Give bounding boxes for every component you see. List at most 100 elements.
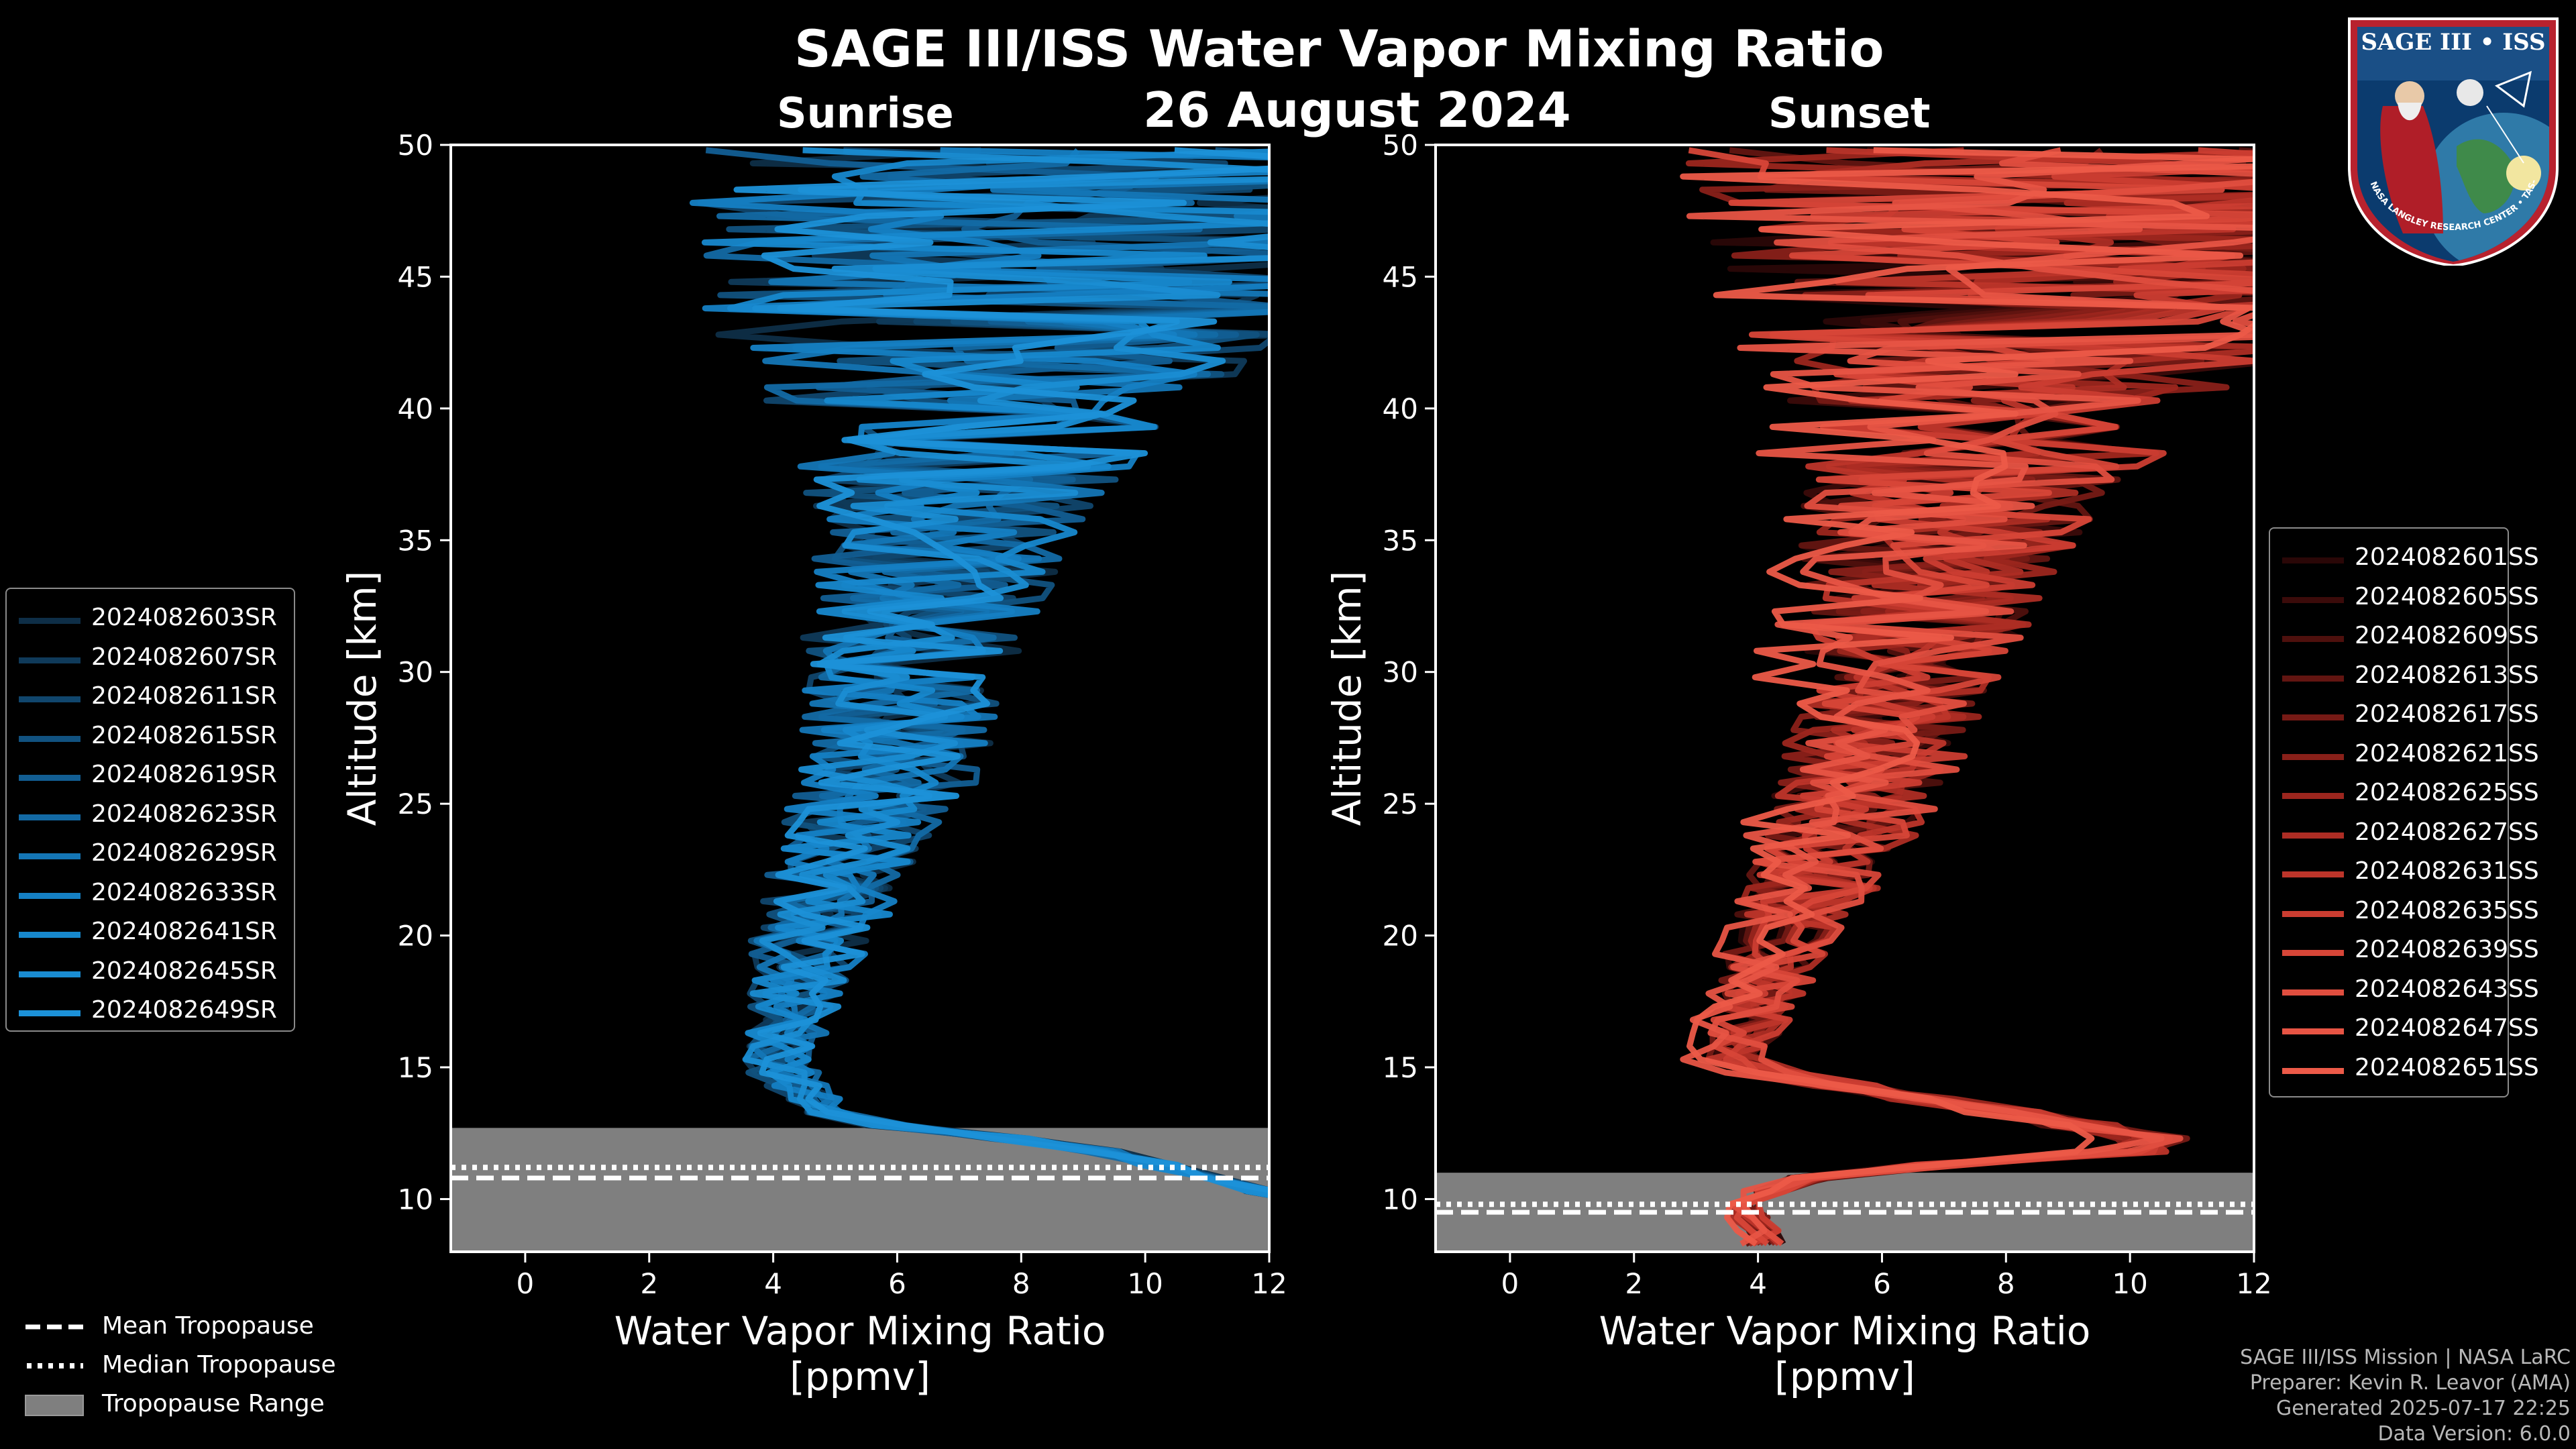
legend-swatch [19,696,80,702]
legend-label: 2024082631SS [2355,857,2539,885]
legend-swatch [19,932,80,938]
legend-entry-2024082639SS: 2024082639SS [2270,932,2539,971]
legend-entry-2024082621SS: 2024082621SS [2270,736,2539,775]
legend-swatch [19,775,80,781]
profile-line-2024082651SS [1680,147,2254,1246]
legend-label: 2024082613SS [2355,661,2539,689]
legend-label: 2024082605SS [2355,582,2539,610]
legend-swatch [19,735,80,742]
legend-entry-2024082623SR: 2024082623SR [7,796,294,835]
profile-line-2024082647SS [1680,156,2254,1247]
x-tick-label: 10 [2112,1267,2147,1300]
x-tick-label: 2 [640,1267,658,1300]
legend-swatch [2282,1028,2344,1034]
y-tick-label: 50 [398,129,433,162]
y-tick-label: 30 [1383,656,1418,689]
gray-patch-icon [25,1395,84,1416]
legend-entry-2024082647SS: 2024082647SS [2270,1010,2539,1049]
x-axis-label: Water Vapor Mixing Ratio [1599,1308,2091,1354]
legend-swatch [2282,557,2344,564]
plot-frame [449,144,1271,1253]
tropopause-legend: Mean Tropopause Median Tropopause Tropop… [16,1308,392,1429]
y-tick-label: 25 [1383,788,1418,820]
legend-swatch [2282,1067,2344,1074]
y-tick-label: 45 [398,260,433,293]
y-tick-label: 40 [1383,392,1418,425]
legend-entry-2024082645SR: 2024082645SR [7,953,294,992]
footer-preparer: Preparer: Kevin R. Leavor (AMA) [2249,1371,2571,1395]
x-tick-label: 0 [517,1267,535,1300]
legend-label: 2024082627SS [2355,818,2539,846]
x-axis-unit: [ppmv] [790,1354,930,1399]
legend-label: 2024082609SS [2355,622,2539,649]
legend-swatch [2282,636,2344,642]
legend-entry-2024082641SR: 2024082641SR [7,914,294,953]
legend-swatch [2282,714,2344,720]
y-tick-label: 35 [1383,524,1418,557]
legend-swatch [2282,793,2344,799]
legend-entry-2024082651SS: 2024082651SS [2270,1050,2539,1089]
figure-title: SAGE III/ISS Water Vapor Mixing Ratio [794,19,1884,78]
x-tick-label: 8 [1012,1267,1030,1300]
legend-label: 2024082643SS [2355,975,2539,1003]
legend-label: 2024082649SR [91,996,277,1024]
y-tick-label: 35 [398,524,433,557]
footer-version: Data Version: 6.0.0 [2377,1422,2571,1446]
legend-entry-2024082633SR: 2024082633SR [7,875,294,914]
legend-swatch [19,892,80,899]
plot-frame [1434,144,2255,1253]
legend-label: 2024082625SS [2355,779,2539,806]
legend-swatch [2282,871,2344,877]
sunrise-panel: 0 2 4 6 8 10 12 10 15 20 25 30 35 40 45 50 Water Vapor M… [339,129,1287,1399]
profile-line-2024082649SR [733,147,1269,1193]
dotted-line-icon [27,1363,83,1368]
legend-label: 2024082651SS [2355,1053,2539,1081]
tropopause-range-band [451,1128,1269,1252]
legend-swatch [2282,832,2344,839]
legend-label: 2024082629SR [91,839,277,867]
legend-label: 2024082635SS [2355,896,2539,924]
legend-label: 2024082633SR [91,878,277,906]
sunrise-subtitle: Sunrise [777,89,954,138]
legend-label: 2024082623SR [91,800,277,828]
x-tick-label: 6 [888,1267,906,1300]
dashed-line-icon [25,1324,83,1330]
legend-swatch [19,618,80,624]
y-tick-label: 45 [1383,260,1418,293]
footer-generated: Generated 2025-07-17 22:25 [2275,1397,2571,1420]
legend-swatch [2282,910,2344,917]
y-axis-label: Altitude [km] [339,571,385,826]
x-tick-label: 12 [1251,1267,1287,1300]
x-tick-label: 6 [1873,1267,1891,1300]
legend-label: 2024082641SR [91,918,277,945]
x-tick-label: 4 [764,1267,782,1300]
legend-entry-2024082605SS: 2024082605SS [2270,579,2539,618]
profile-lines [1680,147,2254,1247]
y-tick-label: 20 [398,920,433,953]
legend-entry-2024082619SR: 2024082619SR [7,757,294,796]
legend-swatch [19,657,80,663]
legend-label: 2024082619SR [91,761,277,788]
y-tick-label: 50 [1383,129,1418,162]
y-tick-label: 40 [398,392,433,425]
legend-label: 2024082607SR [91,643,277,671]
legend-label: 2024082603SR [91,604,277,631]
x-tick-label: 2 [1625,1267,1643,1300]
legend-entry-2024082631SS: 2024082631SS [2270,853,2539,892]
figure-date: 26 August 2024 [1143,82,1571,138]
svg-text:SAGE III • ISS: SAGE III • ISS [2361,29,2545,56]
sunrise-legend: 2024082603SR 2024082607SR 2024082611SR 2024… [5,588,295,1032]
legend-swatch [2282,950,2344,956]
legend-swatch [19,814,80,820]
legend-label: 2024082645SR [91,957,277,985]
legend-label: 2024082639SS [2355,936,2539,963]
legend-label: 2024082611SR [91,682,277,710]
y-tick-label: 20 [1383,920,1418,953]
legend-label: 2024082621SS [2355,739,2539,767]
y-tick-label: 15 [398,1051,433,1084]
legend-entry-2024082607SR: 2024082607SR [7,639,294,678]
x-axis-label: Water Vapor Mixing Ratio [614,1308,1106,1354]
y-tick-label: 15 [1383,1051,1418,1084]
profile-line-2024082643SS [1707,147,2254,1246]
sunset-panel: 0 2 4 6 8 10 12 10 15 20 25 30 35 40 45 50 Water Vapor M… [1324,129,2272,1399]
